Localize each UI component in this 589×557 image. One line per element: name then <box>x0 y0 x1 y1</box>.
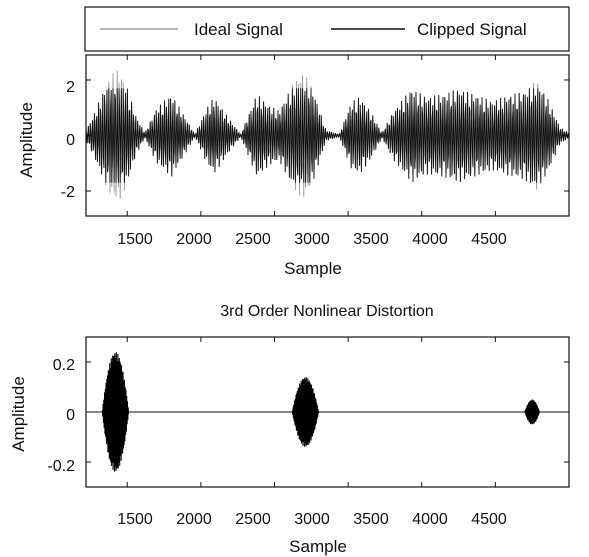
legend: Ideal Signal Clipped Signal <box>84 6 570 52</box>
top-ticks <box>86 55 570 216</box>
bottom-ticks <box>86 337 570 487</box>
bottom-xtick-label: 2500 <box>235 511 271 528</box>
top-ytick-label: -2 <box>61 184 75 201</box>
series-distortion <box>101 352 541 472</box>
legend-label-clipped: Clipped Signal <box>417 20 527 39</box>
top-x-axis-label: Sample <box>284 259 342 278</box>
bottom-xtick-label: 2000 <box>176 511 212 528</box>
top-xtick-label: 3500 <box>353 231 389 248</box>
legend-label-ideal: Ideal Signal <box>194 20 283 39</box>
distortion-burst-2 <box>291 377 320 447</box>
bottom-ytick-label: 0.2 <box>53 357 75 374</box>
top-xtick-label: 1500 <box>117 231 153 248</box>
bottom-ytick-label: 0 <box>66 407 75 424</box>
top-xtick-label: 2000 <box>176 231 212 248</box>
bottom-xtick-label: 4500 <box>471 511 507 528</box>
bottom-x-axis-label: Sample <box>289 537 347 556</box>
bottom-xtick-label: 3500 <box>353 511 389 528</box>
bottom-xtick-label: 1500 <box>117 511 153 528</box>
bottom-ytick-label: -0.2 <box>47 458 75 475</box>
top-xtick-label: 3000 <box>294 231 330 248</box>
top-ytick-label: 2 <box>66 79 75 96</box>
bottom-xtick-label: 4000 <box>412 511 448 528</box>
bottom-chart-title: 3rd Order Nonlinear Distortion <box>220 303 433 320</box>
top-y-axis-label: Amplitude <box>17 102 36 178</box>
bottom-y-axis-label: Amplitude <box>9 376 28 452</box>
distortion-burst-1 <box>101 352 130 472</box>
chart-top: 2 0 -2 1500 2000 2500 3000 3500 4000 450… <box>17 54 570 278</box>
chart-bottom: 3rd Order Nonlinear Distortion 0.2 0 -0.… <box>9 303 570 556</box>
top-xtick-label: 4000 <box>412 231 448 248</box>
series-clipped-signal <box>85 88 569 183</box>
top-xtick-label: 2500 <box>235 231 271 248</box>
bottom-xtick-label: 3000 <box>294 511 330 528</box>
clipped-signal-line <box>85 88 569 183</box>
top-ytick-label: 0 <box>66 132 75 149</box>
top-xtick-label: 4500 <box>471 231 507 248</box>
distortion-burst-3 <box>524 399 541 425</box>
